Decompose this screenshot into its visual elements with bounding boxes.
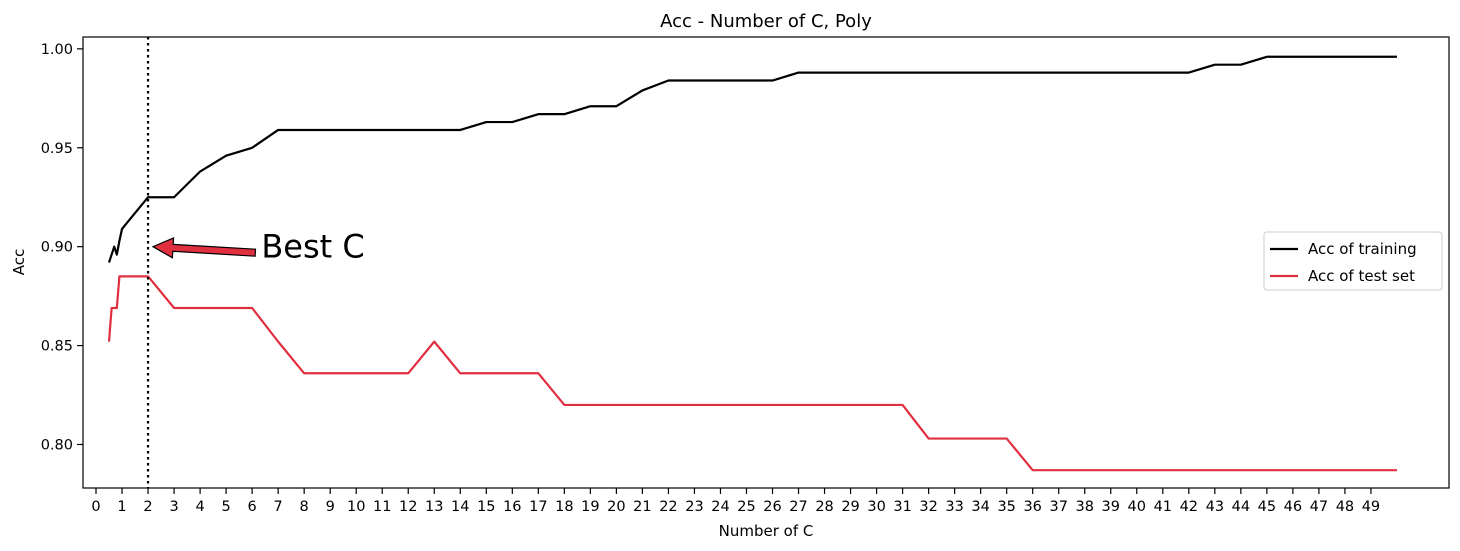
legend: Acc of training Acc of test set <box>1263 231 1443 291</box>
x-tick-label: 32 <box>919 499 937 515</box>
y-tick-label: 1.00 <box>41 42 73 58</box>
x-tick-label: 9 <box>326 499 335 515</box>
x-tick-label: 39 <box>1102 499 1120 515</box>
x-tick-label: 12 <box>399 499 417 515</box>
legend-box <box>1263 231 1443 291</box>
x-tick-label: 36 <box>1023 499 1041 515</box>
x-tick-label: 35 <box>997 499 1015 515</box>
annotation-text: Best C <box>261 228 364 266</box>
x-tick-label: 40 <box>1128 499 1146 515</box>
x-tick-label: 26 <box>763 499 781 515</box>
x-tick-label: 43 <box>1206 499 1224 515</box>
legend-label: Acc of training <box>1308 240 1417 258</box>
x-tick-label: 15 <box>477 499 495 515</box>
annotation: Best C <box>151 228 365 266</box>
x-tick-label: 1 <box>117 499 126 515</box>
x-tick-label: 38 <box>1076 499 1094 515</box>
x-tick-label: 33 <box>945 499 963 515</box>
x-tick-label: 18 <box>555 499 573 515</box>
x-tick-label: 31 <box>893 499 911 515</box>
x-tick-label: 5 <box>221 499 230 515</box>
x-tick-label: 46 <box>1284 499 1302 515</box>
y-tick-label: 0.80 <box>41 437 73 453</box>
x-tick-label: 19 <box>581 499 599 515</box>
x-tick-label: 42 <box>1180 499 1198 515</box>
x-tick-label: 20 <box>607 499 625 515</box>
x-tick-label: 3 <box>169 499 178 515</box>
y-axis-label: Acc <box>10 249 28 276</box>
y-axis: 0.80 0.85 0.90 0.95 1.00 <box>41 42 83 453</box>
x-tick-label: 8 <box>300 499 309 515</box>
x-tick-label: 44 <box>1232 499 1250 515</box>
x-tick-label: 4 <box>195 499 204 515</box>
x-tick-label: 22 <box>659 499 677 515</box>
y-tick-label: 0.85 <box>41 339 73 355</box>
series-line-training <box>107 55 1397 263</box>
x-tick-label: 6 <box>248 499 257 515</box>
x-tick-label: 27 <box>789 499 807 515</box>
y-tick-label: 0.95 <box>41 141 73 157</box>
x-tick-label: 28 <box>815 499 833 515</box>
x-axis: 0 1 2 3 4 5 6 7 8 9 10 11 12 13 14 15 16 17 18 19 20 21 22 23 24… <box>91 488 1380 515</box>
x-tick-label: 16 <box>503 499 521 515</box>
x-tick-label: 7 <box>274 499 283 515</box>
legend-label: Acc of test set <box>1308 267 1415 285</box>
x-tick-label: 45 <box>1258 499 1276 515</box>
x-tick-label: 30 <box>867 499 885 515</box>
annotation-arrow <box>151 236 257 259</box>
x-tick-label: 11 <box>373 499 391 515</box>
x-tick-label: 41 <box>1154 499 1172 515</box>
x-tick-label: 25 <box>737 499 755 515</box>
x-tick-label: 23 <box>685 499 703 515</box>
x-tick-label: 29 <box>841 499 859 515</box>
plot-area <box>107 37 1397 488</box>
x-tick-label: 17 <box>529 499 547 515</box>
x-tick-label: 24 <box>711 499 729 515</box>
x-tick-label: 37 <box>1049 499 1067 515</box>
x-tick-label: 34 <box>971 499 989 515</box>
y-tick-label: 0.90 <box>41 240 73 256</box>
x-tick-label: 2 <box>143 499 152 515</box>
x-tick-label: 10 <box>347 499 365 515</box>
chart-title: Acc - Number of C, Poly <box>660 11 872 32</box>
x-tick-label: 48 <box>1336 499 1354 515</box>
x-tick-label: 49 <box>1362 499 1380 515</box>
plot-frame <box>82 36 1450 489</box>
x-tick-label: 21 <box>633 499 651 515</box>
x-axis-label: Number of C <box>719 522 814 540</box>
x-tick-label: 14 <box>451 499 469 515</box>
x-tick-label: 47 <box>1310 499 1328 515</box>
x-tick-label: 13 <box>425 499 443 515</box>
x-tick-label: 0 <box>91 499 100 515</box>
series-line-test <box>107 275 1397 472</box>
